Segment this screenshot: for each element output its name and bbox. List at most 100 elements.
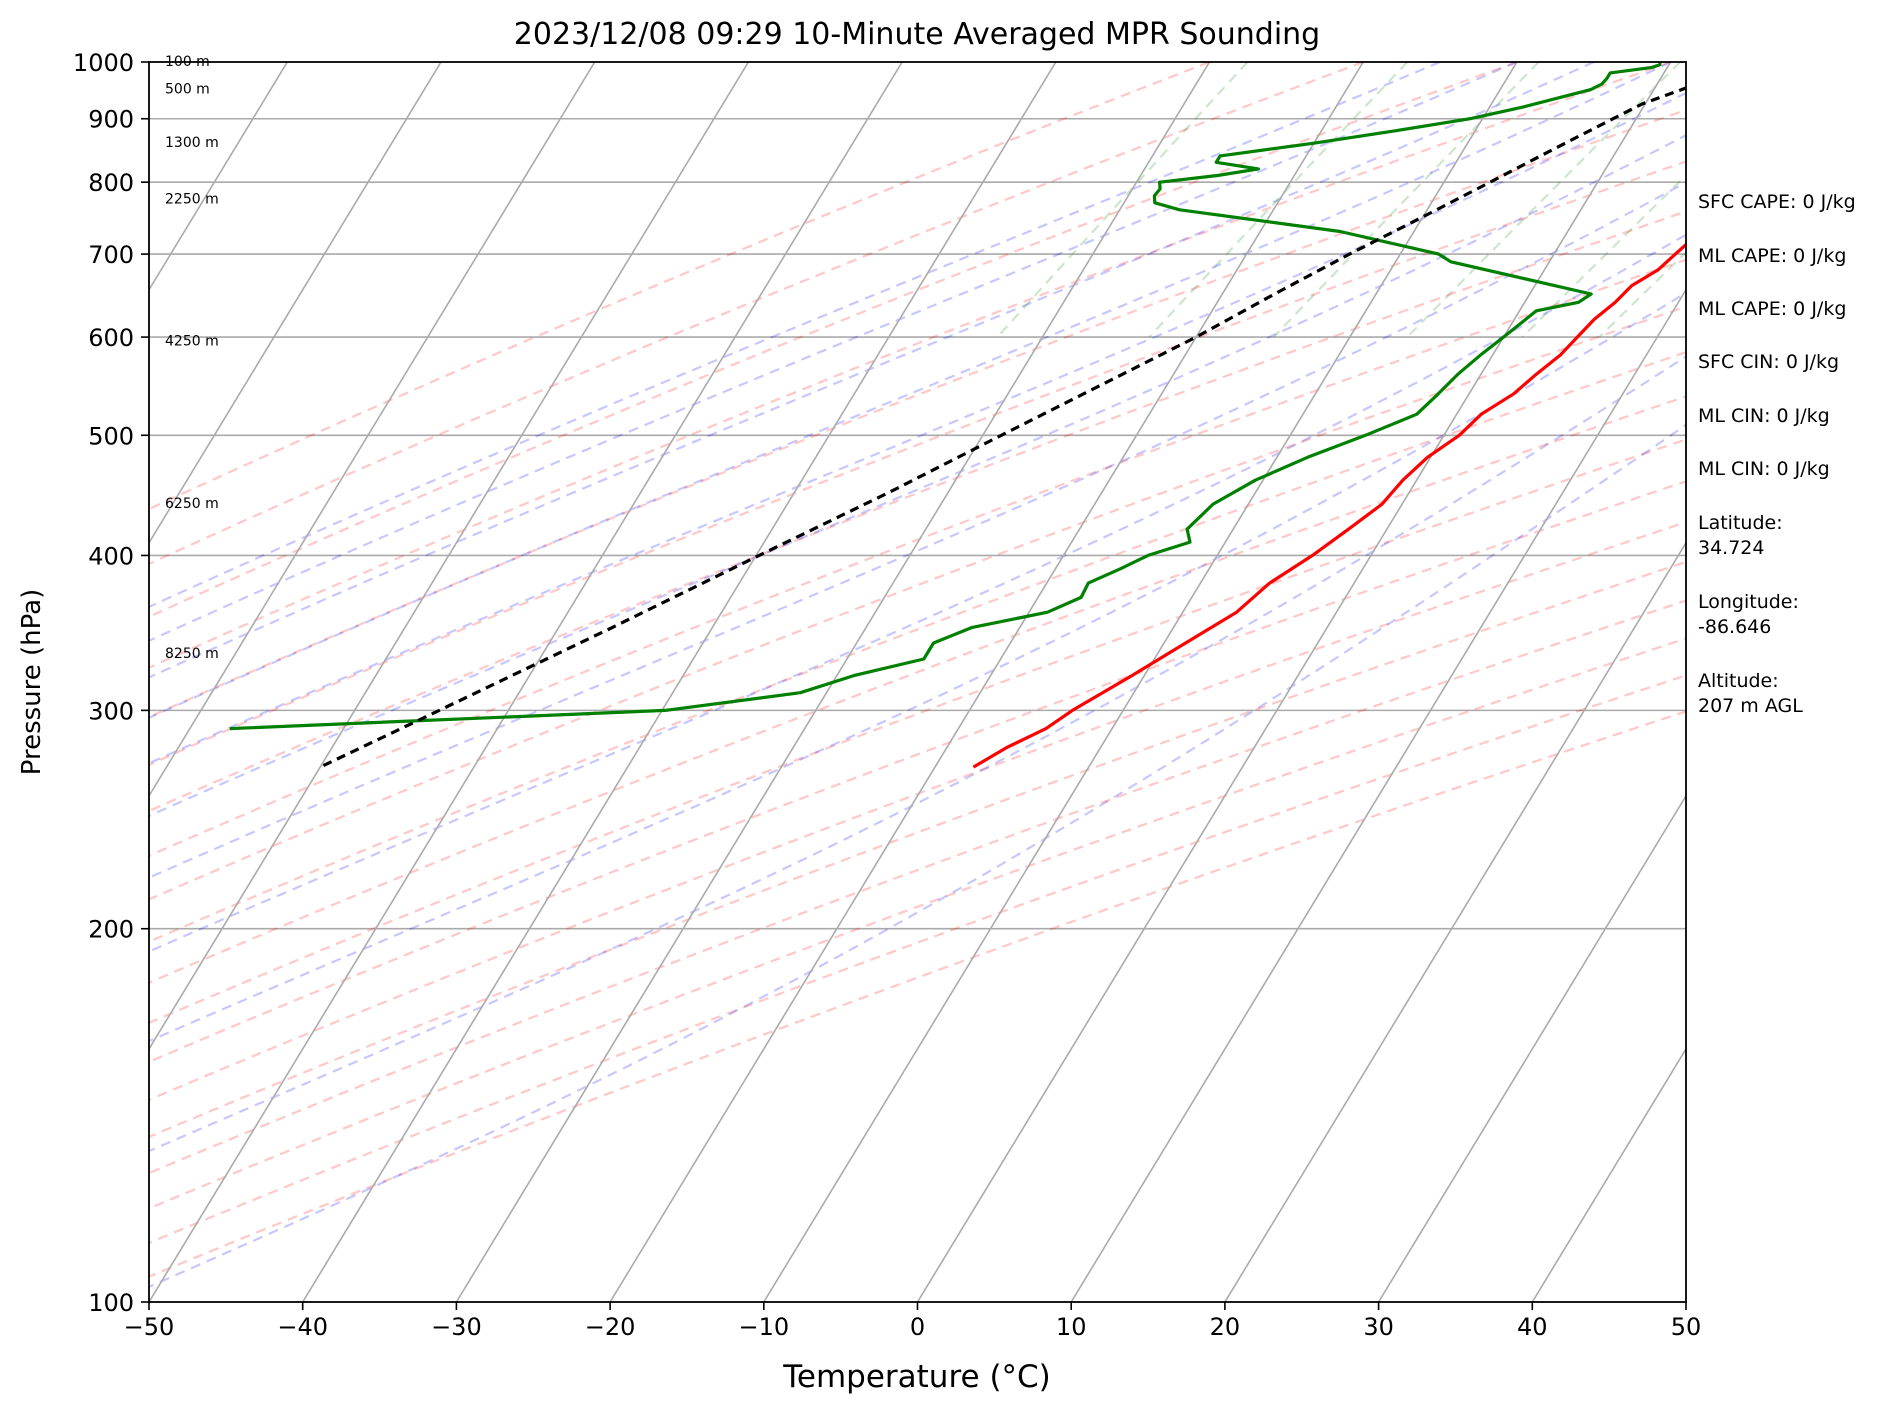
dry-adiabat bbox=[149, 438, 1686, 1025]
x-tick-label: 0 bbox=[910, 1313, 925, 1341]
mixing-ratio-line bbox=[1521, 173, 1686, 338]
mixing-ratio-line bbox=[1598, 250, 1686, 338]
isotherm-line bbox=[763, 62, 1518, 1302]
x-tick-label: −40 bbox=[277, 1313, 328, 1341]
y-tick-label: 500 bbox=[88, 422, 134, 450]
y-tick-label: 100 bbox=[88, 1289, 134, 1317]
y-tick-label: 800 bbox=[88, 169, 134, 197]
y-axis-label: Pressure (hPa) bbox=[17, 589, 47, 776]
stat-ml-cape: ML CAPE: 0 J/kg bbox=[1698, 245, 1847, 267]
y-axis: 1000 900 800 700 600 500 400 300 200 100 bbox=[73, 49, 149, 1317]
dry-adiabat bbox=[149, 305, 1686, 901]
y-tick-label: 200 bbox=[88, 916, 134, 944]
mixing-ratio-lines bbox=[996, 62, 1686, 338]
stat-altitude: Altitude: 207 m AGL bbox=[1698, 669, 1803, 719]
stat-altitude-value: 207 m AGL bbox=[1698, 695, 1803, 717]
dewpoint-line bbox=[229, 62, 1662, 731]
temperature-line bbox=[972, 242, 1686, 769]
isotherm-line bbox=[1531, 1047, 1686, 1302]
isotherm-line bbox=[149, 62, 903, 1302]
x-tick-label: −50 bbox=[124, 1313, 175, 1341]
x-tick-label: 20 bbox=[1210, 1313, 1241, 1341]
stat-longitude-label: Longitude: bbox=[1698, 591, 1799, 613]
stat-ml-cape-2: ML CAPE: 0 J/kg bbox=[1698, 298, 1847, 320]
moist-adiabats bbox=[149, 62, 1686, 1288]
stat-latitude-value: 34.724 bbox=[1698, 537, 1765, 559]
height-label: 500 m bbox=[165, 82, 210, 98]
isotherm-line bbox=[609, 62, 1364, 1302]
isotherm-line bbox=[916, 62, 1672, 1302]
dry-adiabat bbox=[149, 395, 1686, 985]
dry-adiabat bbox=[149, 62, 1364, 566]
sounding-profiles bbox=[229, 62, 1686, 769]
dry-adiabat bbox=[149, 599, 1686, 1175]
mixing-ratio-line bbox=[996, 62, 1249, 338]
stat-longitude: Longitude: -86.646 bbox=[1698, 590, 1799, 640]
stat-ml-cin: ML CIN: 0 J/kg bbox=[1698, 405, 1830, 427]
y-tick-label: 700 bbox=[88, 241, 134, 269]
dry-adiabat bbox=[149, 108, 1686, 719]
x-tick-label: 30 bbox=[1363, 1313, 1394, 1341]
moist-adiabat bbox=[149, 355, 1686, 1153]
dry-adiabat bbox=[149, 210, 1686, 813]
stat-altitude-label: Altitude: bbox=[1698, 670, 1779, 692]
moist-adiabat bbox=[149, 62, 1441, 609]
stat-latitude: Latitude: 34.724 bbox=[1698, 511, 1783, 561]
isotherm-line bbox=[149, 62, 596, 798]
x-tick-label: 50 bbox=[1671, 1313, 1702, 1341]
moist-adiabat bbox=[149, 134, 1686, 818]
y-tick-label: 900 bbox=[88, 106, 134, 134]
stat-sfc-cape: SFC CAPE: 0 J/kg bbox=[1698, 191, 1856, 213]
chart-title: 2023/12/08 09:29 10-Minute Averaged MPR … bbox=[514, 17, 1320, 52]
height-label: 4250 m bbox=[165, 334, 219, 350]
moist-adiabat bbox=[149, 62, 1518, 642]
height-label: 8250 m bbox=[165, 646, 219, 662]
dry-adiabat bbox=[149, 62, 1671, 669]
moist-adiabat bbox=[149, 181, 1686, 879]
isotherm-line bbox=[1224, 541, 1686, 1302]
moist-adiabat bbox=[149, 233, 1686, 953]
moist-adiabat bbox=[149, 91, 1686, 765]
x-tick-label: −20 bbox=[585, 1313, 636, 1341]
x-tick-label: −10 bbox=[738, 1313, 789, 1341]
y-tick-label: 1000 bbox=[73, 49, 134, 77]
y-tick-label: 600 bbox=[88, 324, 134, 352]
parcel-line bbox=[319, 86, 1686, 769]
dry-adiabat bbox=[149, 637, 1686, 1210]
stat-sfc-cin: SFC CIN: 0 J/kg bbox=[1698, 351, 1840, 373]
isotherm-line bbox=[149, 62, 442, 545]
y-tick-label: 400 bbox=[88, 542, 134, 570]
stat-longitude-value: -86.646 bbox=[1698, 616, 1772, 638]
height-label: 1300 m bbox=[165, 135, 219, 151]
height-label: 6250 m bbox=[165, 496, 219, 512]
dry-adiabat bbox=[149, 160, 1686, 766]
dry-adiabat bbox=[149, 520, 1686, 1102]
x-tick-label: 40 bbox=[1517, 1313, 1548, 1341]
moist-adiabat bbox=[149, 291, 1686, 1043]
moist-adiabat bbox=[149, 62, 1672, 719]
mixing-ratio-line bbox=[1148, 62, 1409, 338]
dry-adiabat bbox=[149, 560, 1686, 1139]
mixing-ratio-line bbox=[1272, 62, 1540, 338]
isotherm-line bbox=[149, 62, 289, 292]
isotherm-line bbox=[1377, 794, 1686, 1302]
stat-latitude-label: Latitude: bbox=[1698, 512, 1783, 534]
y-tick-label: 300 bbox=[88, 697, 134, 725]
isotherm-line bbox=[1070, 288, 1686, 1302]
x-axis: −50 −40 −30 −20 −10 0 10 20 30 40 50 bbox=[124, 1302, 1702, 1341]
x-axis-label: Temperature (°C) bbox=[782, 1359, 1051, 1395]
height-label: 2250 m bbox=[165, 191, 219, 207]
dry-adiabat bbox=[149, 62, 1518, 618]
mixing-ratio-line bbox=[1406, 62, 1681, 338]
x-tick-label: 10 bbox=[1056, 1313, 1087, 1341]
dry-adiabats bbox=[149, 62, 1686, 1278]
x-tick-label: −30 bbox=[431, 1313, 482, 1341]
isotherm-line bbox=[149, 62, 750, 1051]
dry-adiabat bbox=[149, 62, 1210, 511]
dry-adiabat bbox=[149, 674, 1686, 1245]
isotherm-line bbox=[302, 62, 1057, 1302]
moist-adiabat bbox=[149, 62, 1595, 679]
